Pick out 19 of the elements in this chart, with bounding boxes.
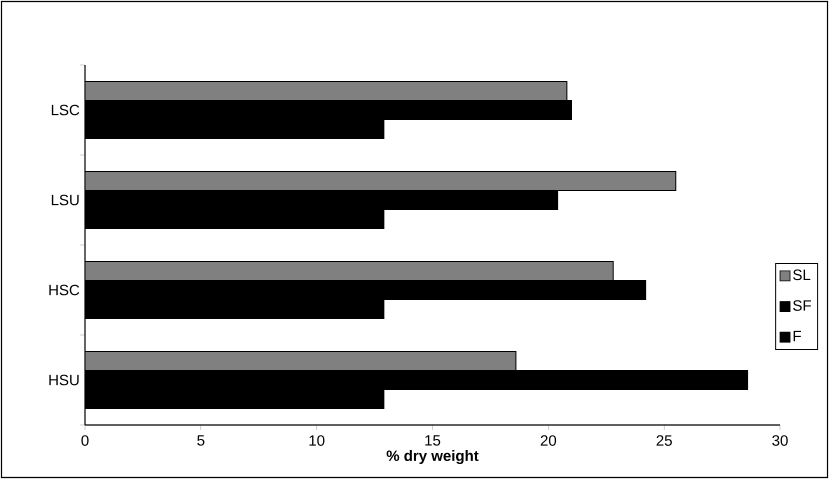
legend-label: F (794, 330, 801, 342)
x-tick-label: 20 (540, 435, 556, 446)
y-tick-label: LSU (52, 194, 79, 206)
bar (85, 351, 516, 371)
bar (85, 171, 676, 191)
legend-label: SL (793, 270, 810, 280)
legend-label: SF (793, 300, 811, 311)
x-tick-label: 10 (309, 435, 324, 446)
y-tick-label: HSC (49, 284, 80, 296)
y-tick-label: HSU (49, 374, 79, 386)
bar (85, 81, 568, 101)
x-tick-label: 30 (772, 435, 788, 446)
x-tick-label: 5 (197, 435, 204, 446)
x-tick-label: 25 (656, 435, 672, 446)
y-tick-label: LSC (52, 104, 80, 116)
bar (85, 261, 614, 281)
x-tick-label: 0 (81, 435, 89, 446)
x-tick-label: 15 (425, 435, 440, 446)
x-axis-title: % dry weight (386, 450, 479, 464)
